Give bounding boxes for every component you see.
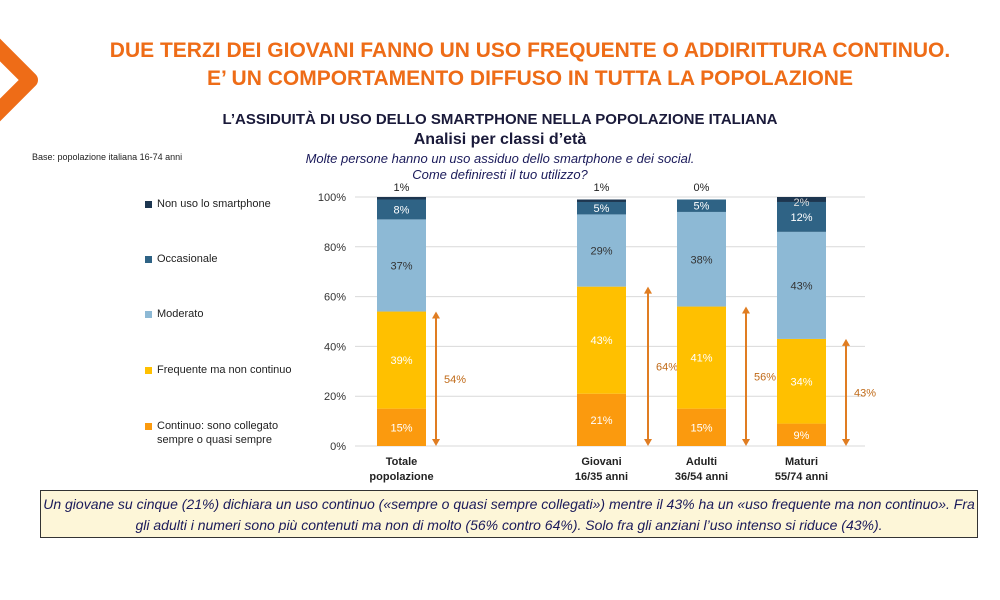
y-tick-label: 0% [330,441,346,453]
bar-segment [577,201,626,215]
question-line2: Come definiresti il tuo utilizzo? [412,167,588,182]
y-tick-label: 40% [324,341,346,353]
bar-segment [577,214,626,287]
data-label: 1% [594,182,610,194]
legend-label: Non uso lo smartphone [157,198,271,210]
legend-swatch [145,256,152,263]
legend-swatch [145,201,152,208]
question-line1: Molte persone hanno un uso assiduo dello… [305,151,695,166]
total-label: 54% [444,374,466,386]
bar-segment [677,306,726,409]
legend-swatch [145,311,152,318]
data-label: 1% [394,182,410,194]
category-label: Giovani [581,456,621,468]
data-label: 43% [790,280,812,292]
stacked-bar-chart: 0% 20% 40% 60% 80% 100% 15% 39% 37% 8% 1% 54% Totale… [318,182,876,483]
legend-label: Occasionale [157,253,218,265]
data-label: 12% [790,212,812,224]
arrow-head-down [742,439,750,446]
bar-segment [677,199,726,212]
category-label: Maturi [785,456,818,468]
y-tick-label: 60% [324,292,346,304]
bar-segment [377,408,426,446]
total-label: 43% [854,387,876,399]
category-label: 55/74 anni [775,471,828,483]
base-note: Base: popolazione italiana 16-74 anni [32,152,183,162]
legend-item: Non uso lo smartphone [145,197,315,211]
bar-segment [377,311,426,409]
data-label: 38% [690,254,712,266]
data-label: 41% [690,353,712,365]
legend-label: Frequente ma non continuo [157,364,292,376]
title-line1: DUE TERZI DEI GIOVANI FANNO UN USO FREQU… [109,39,951,62]
bar-segment [577,286,626,394]
chart-title: L’ASSIDUITÀ DI USO DELLO SMARTPHONE NELL… [222,111,778,128]
data-label: 9% [794,430,810,442]
total-label: 56% [754,371,776,383]
data-label: 15% [690,422,712,434]
summary-note: Un giovane su cinque (21%) dichiara un u… [40,490,978,538]
y-tick-label: 100% [318,192,346,204]
arrow-head-up [742,306,750,314]
legend-item: Frequente ma non continuo [145,363,315,377]
legend-swatch [145,367,152,374]
data-label: 5% [594,203,610,215]
chart-subtitle: Analisi per classi d’età [413,131,587,148]
arrow-head-down [842,439,850,446]
bar-segment [777,338,826,424]
bar-segment [777,201,826,232]
bar-segment [577,199,626,202]
bar-segment [577,393,626,446]
data-label: 2% [794,197,810,209]
category-label: 16/35 anni [575,471,628,483]
data-label: 15% [390,422,412,434]
y-tick-label: 80% [324,242,346,254]
data-label: 39% [390,355,412,367]
bar-segment [777,197,826,202]
bar-segment [377,199,426,220]
bar-segment [677,408,726,446]
bar-segment [777,423,826,446]
legend-label: Moderato [157,308,204,320]
category-label: Totale [386,456,418,468]
data-label: 8% [394,204,410,216]
data-label: 34% [790,376,812,388]
total-label: 64% [656,361,678,373]
category-label: 36/54 anni [675,471,728,483]
legend-item: Continuo: sono collegato sempre o quasi … [145,419,295,447]
arrow-head-up [644,286,652,294]
category-label: popolazione [369,471,433,483]
y-tick-label: 20% [324,391,346,403]
bar-segment [777,231,826,339]
bar-segment [677,211,726,307]
data-label: 29% [590,246,612,258]
data-label: 37% [390,260,412,272]
arrow-head-down [432,439,440,446]
data-label: 21% [590,415,612,427]
category-label: Adulti [686,456,717,468]
title-line2: E’ UN COMPORTAMENTO DIFFUSO IN TUTTA LA … [207,67,853,90]
data-label: 5% [694,201,710,213]
legend-item: Moderato [145,307,315,321]
legend-item: Occasionale [145,252,315,266]
bar-segment [377,197,426,200]
arrow-head-down [644,439,652,446]
data-label: 0% [694,182,710,194]
arrow-head-up [432,311,440,319]
arrow-head-up [842,338,850,346]
data-label: 43% [590,335,612,347]
legend-label: Continuo: sono collegato sempre o quasi … [157,420,279,446]
bar-segment [377,219,426,312]
chevron-logo-icon [0,38,38,122]
legend-swatch [145,423,152,430]
